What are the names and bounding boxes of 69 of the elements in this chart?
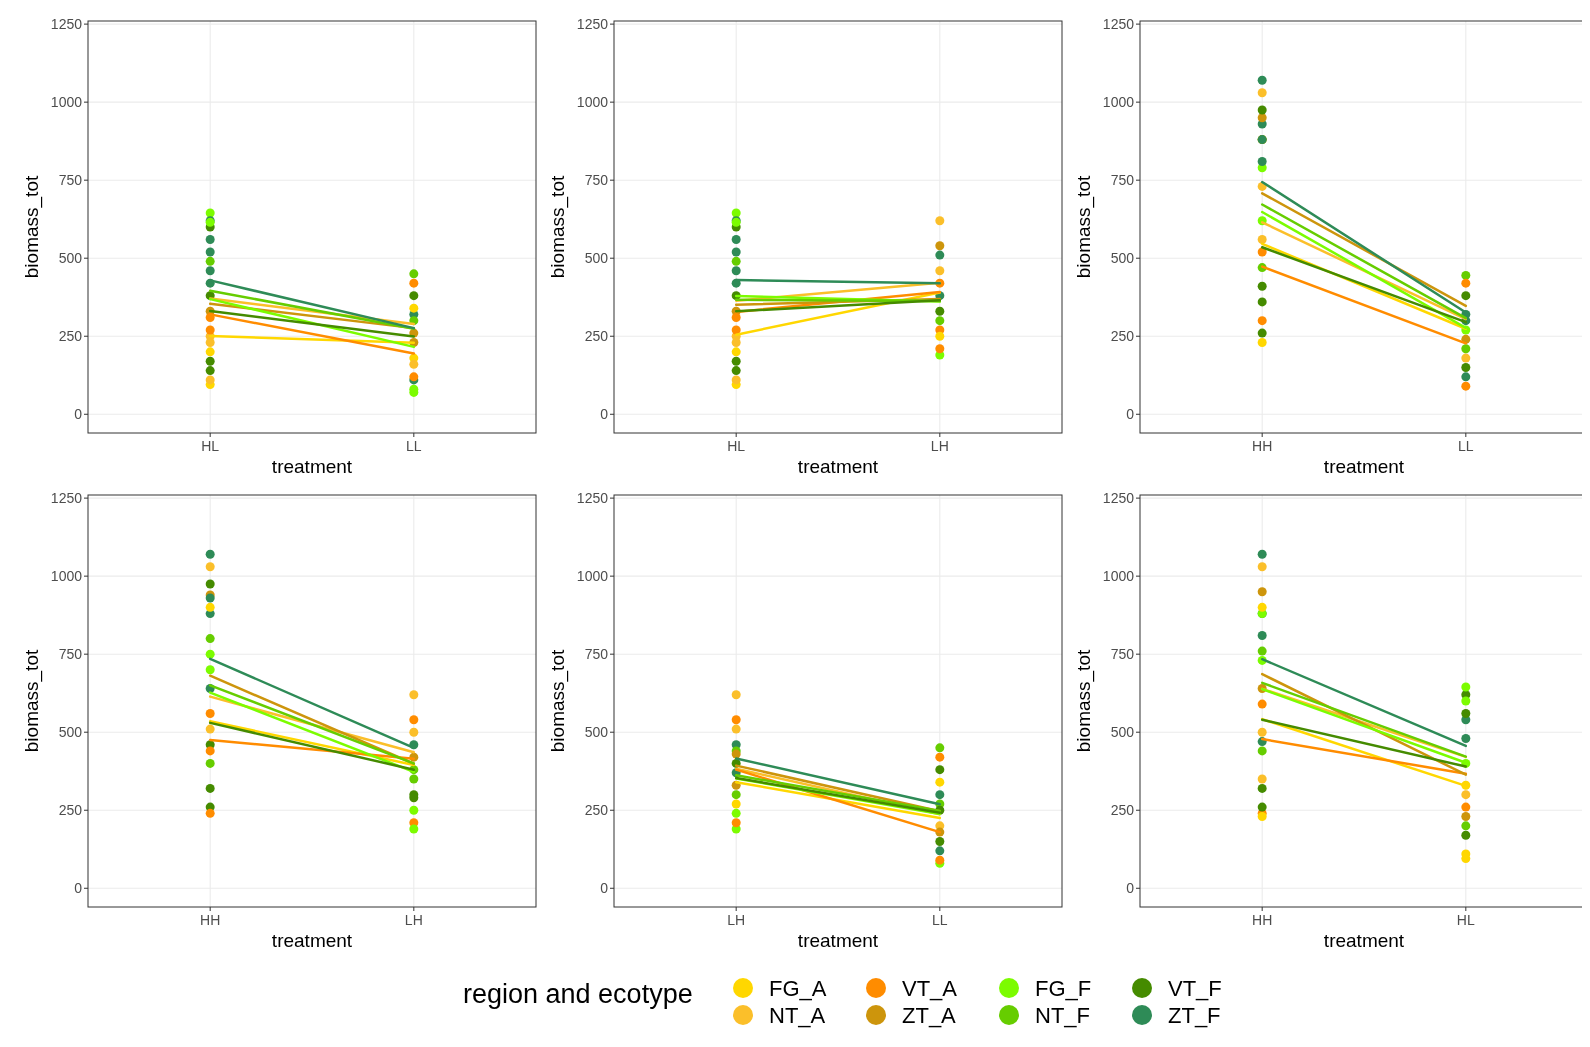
y-axis-title: biomass_tot [547,175,569,279]
y-tick-label: 250 [584,802,609,819]
y-tick-label: 0 [600,406,609,423]
legend-label: FG_A [769,975,827,1001]
y-tick-label: 750 [1110,646,1135,663]
legend-label: VT_A [902,975,958,1001]
x-axis-title: treatment [1323,456,1405,477]
x-tick-label: HL [727,438,746,454]
y-axis-title: biomass_tot [1073,649,1095,753]
y-tick-label: 750 [58,646,83,663]
legend-label: ZT_F [1168,1002,1221,1028]
x-axis-title: treatment [797,930,879,951]
y-axis-title: biomass_tot [1073,175,1095,279]
x-tick-label: HL [1456,912,1475,928]
y-tick-label: 500 [1110,724,1135,741]
x-tick-label: LH [727,912,746,928]
x-axis-title: treatment [271,930,353,951]
y-tick-label: 500 [58,724,83,741]
legend-label: NT_A [769,1002,826,1028]
x-tick-label: LL [932,912,948,928]
y-tick-label: 750 [584,646,609,663]
y-tick-label: 500 [1110,250,1135,267]
y-tick-label: 1000 [50,94,83,111]
legend-label: VT_F [1168,975,1222,1001]
y-tick-label: 250 [1110,328,1135,345]
y-tick-label: 0 [1126,880,1135,897]
x-tick-label: LH [930,438,949,454]
y-axis-title: biomass_tot [21,649,43,753]
y-tick-label: 1250 [50,16,83,33]
legend-label: FG_F [1035,975,1092,1001]
y-tick-label: 1250 [576,16,609,33]
y-tick-label: 250 [58,328,83,345]
legend-title: region and ecotype [463,979,693,1009]
y-tick-label: 250 [584,328,609,345]
y-tick-label: 500 [584,724,609,741]
y-tick-label: 0 [1126,406,1135,423]
y-tick-label: 500 [584,250,609,267]
y-tick-label: 250 [58,802,83,819]
y-tick-label: 1000 [50,568,83,585]
x-tick-label: LL [406,438,422,454]
x-tick-label: HL [201,438,220,454]
y-tick-label: 750 [584,172,609,189]
y-tick-label: 0 [74,880,83,897]
x-tick-label: LL [1458,438,1474,454]
y-axis-title: biomass_tot [547,649,569,753]
y-tick-label: 1000 [1102,568,1135,585]
x-tick-label: HH [1252,912,1273,928]
y-tick-label: 1250 [50,490,83,507]
y-tick-label: 1000 [576,568,609,585]
legend-label: NT_F [1035,1002,1090,1028]
x-axis-title: treatment [1323,930,1405,951]
y-tick-label: 1000 [1102,94,1135,111]
y-axis-title: biomass_tot [21,175,43,279]
y-tick-label: 1000 [576,94,609,111]
legend-label: ZT_A [902,1002,957,1028]
y-tick-label: 0 [74,406,83,423]
y-tick-label: 1250 [1102,490,1135,507]
y-tick-label: 750 [58,172,83,189]
y-tick-label: 1250 [576,490,609,507]
x-tick-label: HH [200,912,221,928]
x-axis-title: treatment [271,456,353,477]
y-tick-label: 250 [1110,802,1135,819]
y-tick-label: 500 [58,250,83,267]
x-tick-label: HH [1252,438,1273,454]
x-tick-label: LH [404,912,423,928]
x-axis-title: treatment [797,456,879,477]
y-tick-label: 1250 [1102,16,1135,33]
y-tick-label: 750 [1110,172,1135,189]
y-tick-label: 0 [600,880,609,897]
